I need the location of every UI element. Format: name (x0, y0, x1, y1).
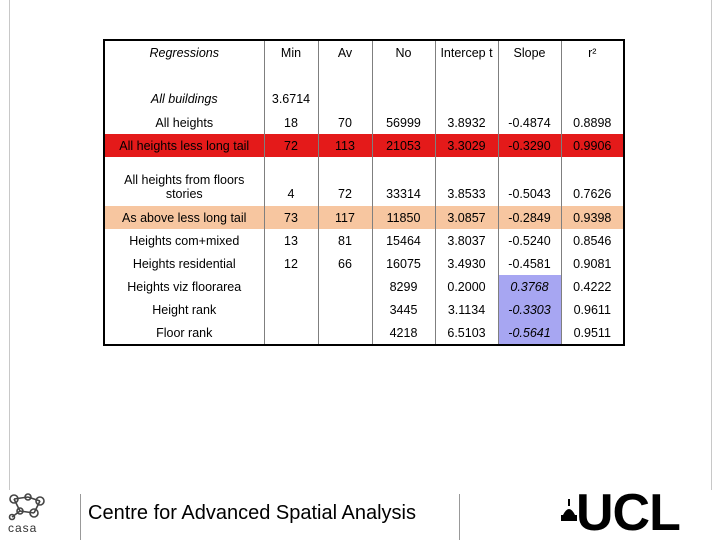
cell-slope: -0.5240 (497, 229, 562, 252)
cell-av: 66 (317, 252, 373, 275)
cell-intercept: 3.8037 (434, 229, 499, 252)
cell-min: 13 (263, 229, 319, 252)
row-label: All heights less long tail (103, 134, 265, 157)
cell-r2: 0.9398 (560, 206, 625, 229)
cell-r2: 0.8546 (560, 229, 625, 252)
cell-no (371, 86, 436, 111)
cell-no: 11850 (371, 206, 436, 229)
cell-min (263, 298, 319, 321)
cell-min: 72 (263, 134, 319, 157)
ucl-logo: UCL (576, 484, 681, 542)
casa-logo-icon (8, 493, 45, 521)
header-min: Min (263, 40, 319, 86)
header-no: No (371, 40, 436, 86)
cell-av (317, 86, 373, 111)
cell-av: 113 (317, 134, 373, 157)
cell-r2 (560, 86, 625, 111)
footer-bar (0, 490, 720, 540)
table-row: Floor rank 4218 6.5103 -0.5641 0.9511 (103, 321, 625, 345)
cell-no: 56999 (371, 111, 436, 134)
table-row-highlighted-red: All heights less long tail 72 113 21053 … (103, 134, 625, 157)
cell-min: 18 (263, 111, 319, 134)
cell-av: 72 (317, 157, 373, 206)
cell-slope: -0.2849 (497, 206, 562, 229)
table-row: Height rank 3445 3.1134 -0.3303 0.9611 (103, 298, 625, 321)
cell-no: 21053 (371, 134, 436, 157)
cell-no: 4218 (371, 321, 436, 345)
cell-r2: 0.7626 (560, 157, 625, 206)
frame-right-line (711, 0, 712, 490)
header-r2: r² (560, 40, 625, 86)
cell-slope: -0.5043 (497, 157, 562, 206)
cell-av (317, 298, 373, 321)
cell-intercept: 6.5103 (434, 321, 499, 345)
row-label: Floor rank (103, 321, 265, 345)
cell-no: 3445 (371, 298, 436, 321)
row-label: All heights (103, 111, 265, 134)
table-row: All heights 18 70 56999 3.8932 -0.4874 0… (103, 111, 625, 134)
row-label: As above less long tail (103, 206, 265, 229)
cell-slope-highlighted: 0.3768 (497, 275, 562, 298)
cell-min (263, 275, 319, 298)
row-label: All heights from floors stories (103, 157, 265, 206)
cell-min: 3.6714 (263, 86, 319, 111)
cell-r2: 0.9081 (560, 252, 625, 275)
row-label: All buildings (103, 86, 265, 111)
cell-intercept: 3.8533 (434, 157, 499, 206)
casa-logo-text: casa (8, 521, 38, 535)
cell-r2: 0.9511 (560, 321, 625, 345)
cell-intercept (434, 86, 499, 111)
regression-table: Regressions Min Av No Intercep t Slope r… (103, 39, 625, 346)
cell-intercept: 3.8932 (434, 111, 499, 134)
table-row: All heights from floors stories 4 72 333… (103, 157, 625, 206)
cell-slope: -0.3290 (497, 134, 562, 157)
cell-min: 73 (263, 206, 319, 229)
cell-r2: 0.4222 (560, 275, 625, 298)
cell-min: 4 (263, 157, 319, 206)
cell-av: 81 (317, 229, 373, 252)
cell-r2: 0.9906 (560, 134, 625, 157)
cell-no: 16075 (371, 252, 436, 275)
row-label: Heights com+mixed (103, 229, 265, 252)
cell-intercept: 3.1134 (434, 298, 499, 321)
table-row: Heights com+mixed 13 81 15464 3.8037 -0.… (103, 229, 625, 252)
cell-intercept: 3.4930 (434, 252, 499, 275)
cell-av (317, 275, 373, 298)
row-label: Heights viz floorarea (103, 275, 265, 298)
cell-no: 33314 (371, 157, 436, 206)
cell-slope-highlighted: -0.3303 (497, 298, 562, 321)
cell-av: 70 (317, 111, 373, 134)
footer-title-box (80, 494, 460, 540)
row-label: Height rank (103, 298, 265, 321)
cell-intercept: 3.0857 (434, 206, 499, 229)
cell-intercept: 3.3029 (434, 134, 499, 157)
cell-av: 117 (317, 206, 373, 229)
header-slope: Slope (497, 40, 562, 86)
header-intercept: Intercep t (434, 40, 499, 86)
cell-r2: 0.9611 (560, 298, 625, 321)
cell-av (317, 321, 373, 345)
cell-slope (497, 86, 562, 111)
cell-min (263, 321, 319, 345)
cell-slope-highlighted: -0.5641 (497, 321, 562, 345)
frame-left-line (9, 0, 10, 490)
table-row: Heights residential 12 66 16075 3.4930 -… (103, 252, 625, 275)
cell-no: 15464 (371, 229, 436, 252)
cell-slope: -0.4874 (497, 111, 562, 134)
header-regressions: Regressions (103, 40, 265, 86)
table-row: All buildings 3.6714 (103, 86, 625, 111)
row-label: Heights residential (103, 252, 265, 275)
cell-min: 12 (263, 252, 319, 275)
cell-r2: 0.8898 (560, 111, 625, 134)
ucl-dome-icon (561, 499, 577, 521)
cell-intercept: 0.2000 (434, 275, 499, 298)
table-row: Heights viz floorarea 8299 0.2000 0.3768… (103, 275, 625, 298)
table-header-row: Regressions Min Av No Intercep t Slope r… (103, 40, 625, 86)
cell-no: 8299 (371, 275, 436, 298)
footer-title: Centre for Advanced Spatial Analysis (88, 502, 416, 524)
cell-slope: -0.4581 (497, 252, 562, 275)
table-row-highlighted-orange: As above less long tail 73 117 11850 3.0… (103, 206, 625, 229)
header-av: Av (317, 40, 373, 86)
